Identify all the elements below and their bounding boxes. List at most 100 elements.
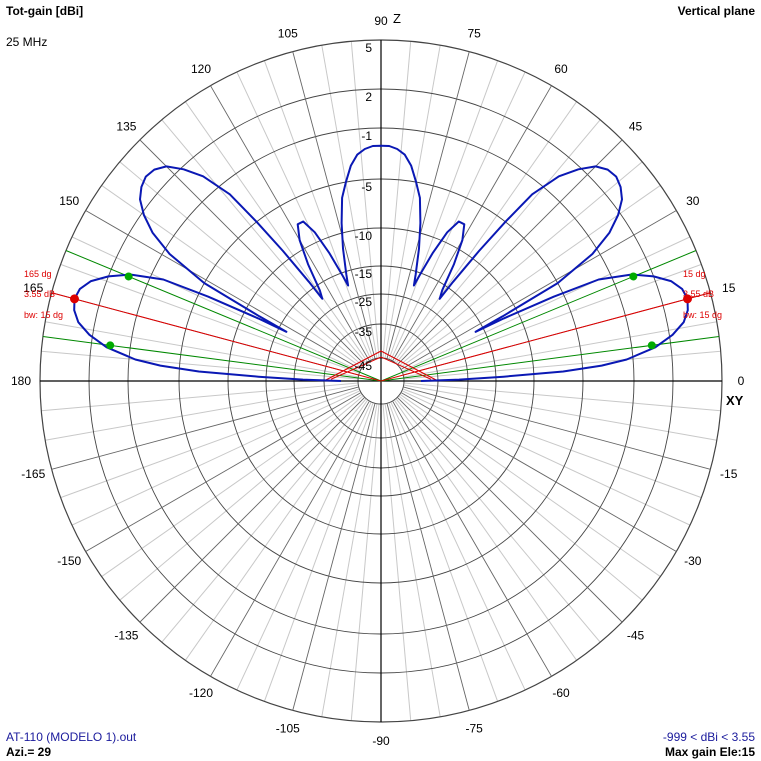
gain-tick-label: -10: [355, 229, 373, 243]
grid-fine-spoke: [398, 161, 643, 367]
angle-tick-label: 135: [116, 119, 136, 133]
grid-fine-spoke: [41, 350, 359, 380]
xy-axis-label: XY: [726, 393, 744, 408]
grid-fine-spoke: [119, 395, 364, 601]
angle-tick-label: 180: [11, 374, 31, 388]
grid-fine-spoke: [101, 393, 363, 577]
chart-title: Tot-gain [dBi]: [6, 4, 84, 18]
grid-fine-spoke: [403, 382, 721, 412]
axis-names: Z XY: [393, 11, 744, 408]
grid-fine-spoke: [388, 60, 499, 360]
grid-fine-spoke: [402, 388, 702, 499]
grid-fine-spoke: [236, 71, 372, 361]
half-power-point: [124, 272, 133, 281]
half-power-point: [629, 272, 638, 281]
grid-fine-spoke: [185, 399, 369, 661]
grid-fine-spoke: [60, 263, 360, 374]
grid-fine-spoke: [390, 401, 526, 691]
grid-major-spoke: [386, 51, 470, 359]
grid-fine-spoke: [185, 101, 369, 363]
angle-tick-label: -150: [57, 554, 81, 568]
angle-tick-label: 105: [278, 26, 298, 40]
angle-tick-label: -75: [466, 722, 484, 736]
pattern-series: [73, 144, 689, 382]
grid-fine-spoke: [402, 263, 702, 374]
angle-tick-label: -90: [372, 734, 390, 748]
grid-fine-spoke: [161, 119, 367, 364]
grid-major-spoke: [85, 210, 362, 370]
grid-fine-spoke: [388, 402, 499, 702]
angle-tick-label: 90: [374, 14, 388, 28]
grid-major-spoke: [396, 139, 623, 366]
half-power-line: [380, 335, 720, 382]
grid-fine-spoke: [384, 403, 441, 717]
grid-fine-spoke: [60, 388, 360, 499]
reference-chevron-inner: [330, 356, 432, 380]
grid-major-spoke: [139, 139, 366, 366]
grid-fine-spoke: [263, 60, 374, 360]
grid-major-spoke: [292, 403, 376, 711]
grid-major-spoke: [85, 392, 362, 552]
grid-major-spoke: [400, 392, 677, 552]
azimuth-label: Azi.= 29: [6, 745, 52, 759]
half-power-line: [65, 250, 382, 382]
half-power-point: [647, 341, 656, 350]
left-marker-gain: 3.55 dB: [24, 289, 55, 299]
angle-tick-label: -105: [276, 722, 300, 736]
grid-major-spoke: [386, 403, 470, 711]
grid-fine-spoke: [395, 398, 601, 643]
gain-tick-label: -35: [355, 325, 373, 339]
grid-fine-spoke: [395, 119, 601, 364]
angle-tick-label: -60: [552, 686, 570, 700]
grid-fine-spoke: [382, 41, 412, 359]
angle-tick-label: -45: [627, 629, 645, 643]
angle-tick-label: 165: [23, 281, 43, 295]
grid-fine-spoke: [236, 401, 372, 691]
half-power-point: [106, 341, 115, 350]
max-gain-label: Max gain Ele:15: [664, 745, 755, 759]
grid-major-spoke: [139, 396, 366, 623]
angle-tick-label: 120: [191, 62, 211, 76]
grid-fine-spoke: [71, 390, 361, 526]
gain-pattern-line: [73, 144, 689, 382]
grid-fine-spoke: [403, 321, 717, 378]
beam-lines: [42, 250, 720, 382]
grid-fine-spoke: [401, 390, 691, 526]
grid-fine-spoke: [71, 236, 361, 372]
peak-gain-point: [683, 294, 693, 304]
grid-fine-spoke: [390, 71, 526, 361]
z-axis-label: Z: [393, 11, 401, 26]
grid-fine-spoke: [41, 382, 359, 412]
marker-annotations: 15 dg 3.55 dB bw: 15 dg 165 dg 3.55 dB b…: [24, 269, 722, 320]
grid-fine-spoke: [45, 384, 359, 441]
plane-label: Vertical plane: [677, 4, 755, 18]
angle-tick-label: 60: [554, 62, 568, 76]
half-power-line: [380, 250, 697, 382]
peak-markers: [69, 272, 693, 350]
angle-tick-label: 45: [629, 119, 643, 133]
grid-fine-spoke: [161, 398, 367, 643]
gain-tick-label: -15: [355, 267, 373, 281]
right-marker-angle: 15 dg: [683, 269, 706, 279]
grid-fine-spoke: [399, 393, 661, 577]
grid-major-spoke: [292, 51, 376, 359]
grid-fine-spoke: [398, 395, 643, 601]
grid-fine-spoke: [393, 399, 577, 661]
grid-fine-spoke: [393, 101, 577, 363]
angle-tick-label: -15: [720, 467, 738, 481]
grid-fine-spoke: [45, 321, 359, 378]
grid-major-spoke: [392, 400, 552, 677]
gain-tick-label: 5: [365, 41, 372, 55]
grid-major-spoke: [51, 386, 359, 470]
grid-fine-spoke: [321, 403, 378, 717]
angle-tick-label: 0: [738, 374, 745, 388]
grid-major-spoke: [210, 400, 370, 677]
polar-grid: [39, 39, 723, 723]
gain-tick-label: -25: [355, 295, 373, 309]
peak-gain-point: [69, 294, 79, 304]
grid-fine-spoke: [321, 45, 378, 359]
angle-tick-label: -165: [21, 467, 45, 481]
angle-tick-label: 75: [467, 26, 481, 40]
angle-tick-label: 150: [59, 194, 79, 208]
